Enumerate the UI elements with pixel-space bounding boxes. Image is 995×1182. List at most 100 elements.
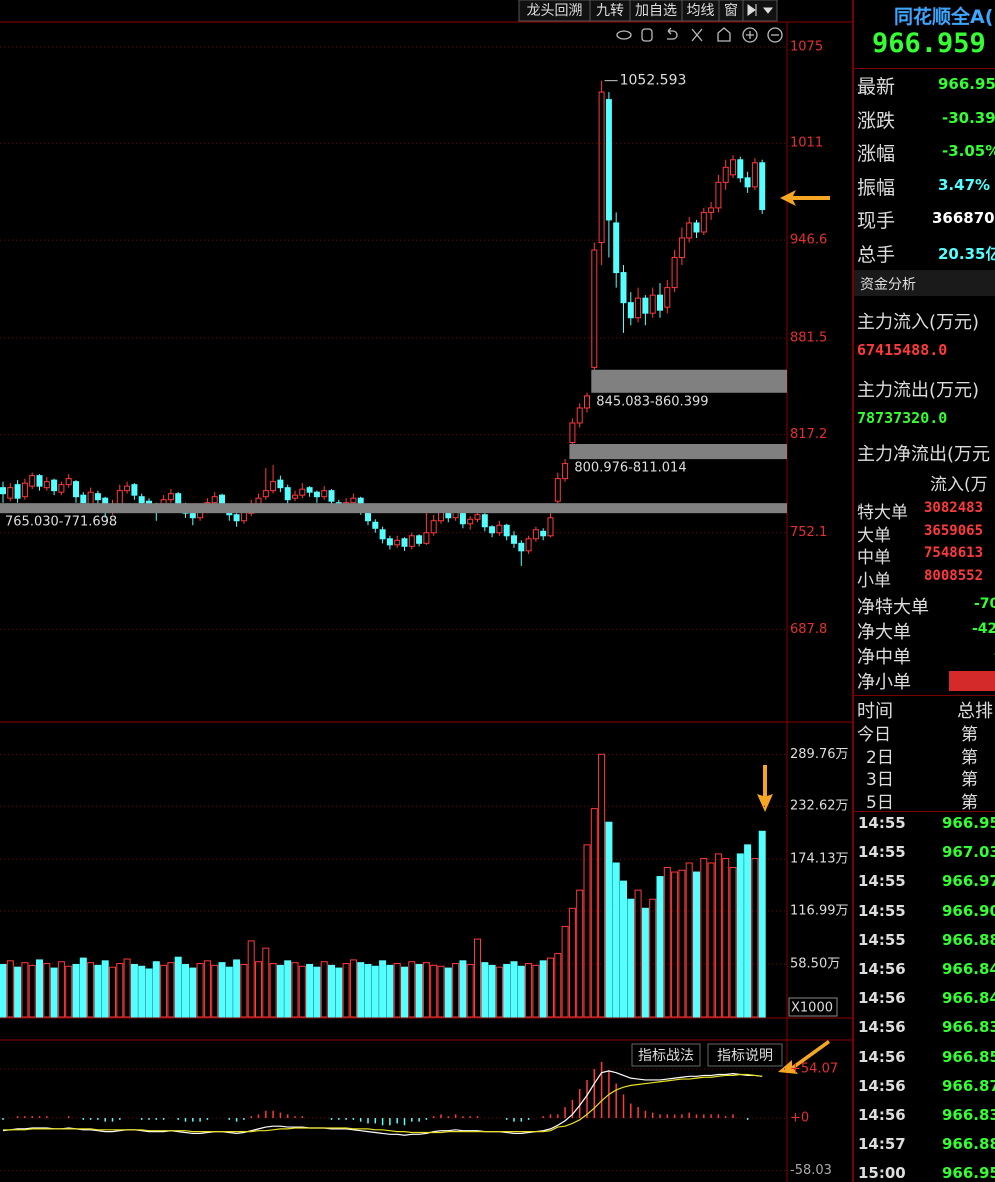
candle-body — [270, 481, 277, 492]
volume-bar — [707, 862, 715, 1018]
tool-icon[interactable] — [667, 27, 678, 40]
volume-bar — [233, 959, 241, 1018]
toolbar-button[interactable]: 均线 — [687, 3, 715, 19]
volume-bar — [203, 960, 211, 1018]
volume-bar — [415, 963, 423, 1018]
volume-bar — [517, 965, 525, 1018]
toolbar-button[interactable]: 龙头回溯 — [527, 3, 583, 19]
arrow — [780, 190, 830, 206]
net-value: -42 — [972, 621, 995, 637]
volume-bar — [50, 967, 58, 1018]
volume-bar — [671, 871, 679, 1018]
candle-body — [116, 490, 123, 505]
y-tick-label: 881.5 — [790, 331, 827, 346]
toolbar-button-frame — [742, 0, 778, 22]
quote-value: -30.39 — [942, 108, 995, 127]
volume-bar — [306, 963, 314, 1018]
volume-bar — [342, 963, 350, 1018]
volume-bar — [481, 962, 489, 1018]
candle-body — [598, 91, 605, 243]
volume-bar — [291, 962, 299, 1018]
order-value: 3659065 — [924, 522, 984, 539]
volume-bar — [255, 961, 262, 1018]
section-title: 资金分析 — [860, 277, 916, 293]
tick-time: 14:55 — [858, 843, 906, 862]
tick-time: 14:56 — [858, 1106, 906, 1124]
tick-price: 966.88 — [942, 1135, 995, 1154]
toolbar-button[interactable]: 加自选 — [635, 3, 677, 19]
candle-body — [43, 481, 50, 489]
net-label: 净大单 — [857, 622, 911, 643]
tool-icon[interactable] — [717, 27, 731, 42]
volume-bar — [459, 960, 467, 1018]
quote-label: 振幅 — [857, 176, 896, 199]
volume-bar — [371, 965, 379, 1018]
gap-label: 800.976-811.014 — [574, 461, 686, 476]
arrow — [778, 1040, 830, 1074]
tick-time: 15:00 — [858, 1164, 906, 1182]
y-tick-label: 1075 — [790, 39, 823, 54]
y-tick-label: +54.07 — [790, 1062, 838, 1077]
y-tick-label: 1011 — [790, 136, 823, 151]
volume-bar — [328, 964, 335, 1018]
y-tick-label: 289.76万 — [790, 747, 849, 762]
volume-bar — [87, 962, 95, 1018]
quote-value: -3.05% — [942, 142, 995, 160]
gap-label: 765.030-771.698 — [5, 515, 117, 530]
candle-body — [321, 490, 328, 498]
candle-body — [671, 257, 678, 289]
order-label: 大单 — [857, 525, 891, 546]
toolbar-button[interactable]: 窗 — [724, 2, 738, 19]
quote-title: 同花顺全A( — [894, 6, 994, 28]
volume-bar — [196, 963, 204, 1018]
candle-body — [584, 395, 590, 409]
flow-value: 78737320.0 — [857, 409, 948, 427]
quote-value: 3.47% — [938, 175, 991, 194]
rank-value: 第 — [961, 747, 978, 768]
volume-bar — [218, 962, 226, 1018]
y-tick-label: 752.1 — [790, 525, 827, 540]
tool-icon[interactable] — [641, 28, 653, 42]
candle-body — [576, 407, 583, 424]
candle-body — [467, 518, 474, 525]
gap-zone — [569, 444, 787, 460]
volume-bar — [240, 963, 248, 1018]
tool-icon[interactable] — [691, 28, 703, 42]
indicator-button[interactable]: 指标战法 — [638, 1048, 694, 1064]
volume-bar — [116, 963, 124, 1018]
chart: 龙头回溯 九转 加自选 均线 窗 1075 1011 946.6 881.5 817.2 752.1… — [0, 0, 852, 1182]
sidebar: 同花顺全A(966.959 最新 966.95 涨跌 -30.39 涨幅 -3.05% 振幅 3… — [852, 0, 995, 1182]
net-value: -70 — [974, 596, 995, 612]
candle-body — [7, 487, 14, 499]
volume-bar — [182, 963, 189, 1018]
rank-value: 第 — [961, 770, 978, 790]
candle-body — [708, 207, 715, 213]
volume-bar — [758, 830, 766, 1018]
tool-icon[interactable] — [767, 27, 783, 43]
volume-bar — [94, 964, 102, 1018]
candle-body — [379, 529, 386, 540]
quote-label: 涨幅 — [857, 143, 896, 165]
tool-icon[interactable] — [616, 30, 632, 40]
candle-body — [87, 491, 94, 505]
volume-bar — [14, 966, 22, 1018]
toolbar-button[interactable]: 九转 — [596, 3, 624, 19]
candle-body — [613, 222, 620, 274]
volume-bar — [663, 867, 671, 1018]
candle-body — [496, 524, 503, 534]
volume-bar — [393, 963, 401, 1018]
volume-bar — [656, 876, 664, 1018]
tick-time: 14:56 — [858, 1076, 906, 1095]
candle-body — [408, 535, 415, 547]
candle-body — [313, 491, 320, 498]
volume-bar — [620, 880, 627, 1018]
tick-price: 966.83 — [942, 1018, 995, 1037]
candle-body — [547, 517, 554, 537]
tool-icon[interactable] — [742, 27, 758, 43]
toolbar-icon[interactable] — [747, 4, 774, 16]
candle-body — [21, 482, 28, 498]
y-tick-label: 58.50万 — [790, 956, 840, 971]
candle-body — [401, 538, 408, 547]
indicator-button[interactable]: 指标说明 — [717, 1048, 773, 1064]
